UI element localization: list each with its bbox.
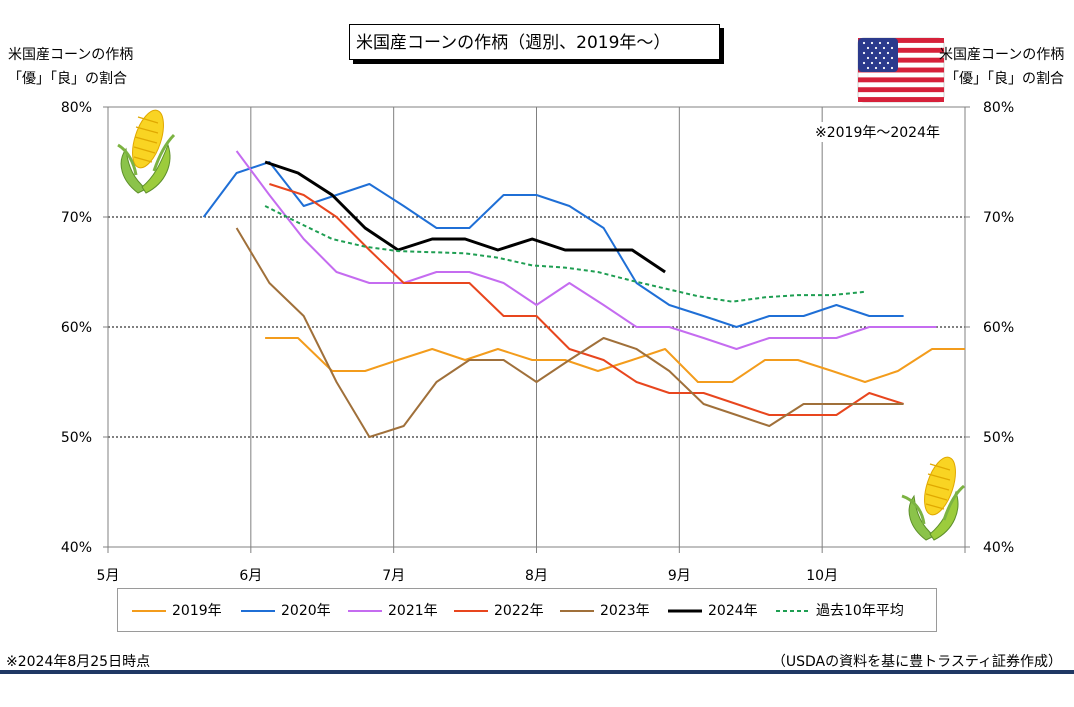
y-tick-label-right: 40% (983, 540, 1014, 556)
flag-stripe (858, 38, 944, 43)
x-tick-label: 6月 (239, 568, 262, 584)
legend-label: 2024年 (708, 603, 758, 619)
x-tick-label: 9月 (668, 568, 691, 584)
x-tick-label: 7月 (382, 568, 405, 584)
us-flag-icon (857, 37, 945, 103)
series-line-2023 (235, 227, 904, 438)
series-line-2024 (264, 160, 666, 274)
flag-stripe (858, 97, 944, 102)
chart-annotation: ※2019年～2024年 (815, 122, 940, 142)
y-tick-label-left: 70% (61, 210, 92, 226)
y-tick-label-right: 60% (983, 320, 1014, 336)
right-axis-title-line2: 「優」「良」の割合 (945, 71, 1064, 87)
x-tick-label: 5月 (97, 568, 120, 584)
legend-label: 2019年 (172, 603, 222, 619)
series-line-2019 (265, 337, 965, 383)
y-tick-label-left: 60% (61, 320, 92, 336)
left-axis-title-line2: 「優」「良」の割合 (8, 71, 127, 87)
legend-label: 過去10年平均 (816, 603, 904, 619)
series-line-2022 (269, 183, 904, 416)
flag-stripe (858, 77, 944, 83)
footnote-left: ※2024年8月25日時点 (6, 654, 151, 670)
legend-label: 2020年 (281, 603, 331, 619)
y-tick-label-right: 70% (983, 210, 1014, 226)
footnote-right: （USDAの資料を基に豊トラスティ証券作成） (771, 654, 1062, 670)
x-tick-label: 10月 (806, 568, 838, 584)
series-line-2020 (202, 161, 904, 328)
legend-label: 2021年 (388, 603, 438, 619)
legend: 2019年 2020年 2021年 2022年 2023年 2024年 過去10… (117, 588, 937, 632)
y-tick-label-right: 50% (983, 430, 1014, 446)
y-tick-label-left: 50% (61, 430, 92, 446)
flag-stripe (858, 57, 944, 63)
corn-icon (117, 109, 176, 194)
y-tick-label-right: 80% (983, 100, 1014, 116)
chart-title: 米国産コーンの作柄（週別、2019年～） (349, 24, 720, 60)
grid-layer (108, 107, 965, 547)
series-line-2021 (235, 150, 937, 350)
flag-stripe (858, 87, 944, 93)
y-tick-label-left: 80% (61, 100, 92, 116)
axis-layer: 5月 6月 7月 8月 9月 10月 40% 40% 50% 50% 60% 60% 70% 70% 80%… (61, 100, 1014, 584)
right-axis-title-line1: 米国産コーンの作柄 (939, 47, 1065, 63)
y-tick-label-left: 40% (61, 540, 92, 556)
series-layer (202, 150, 965, 438)
legend-label: 2022年 (494, 603, 544, 619)
legend-label: 2023年 (600, 603, 650, 619)
flag-stripe (858, 47, 944, 53)
corn-icon (901, 456, 965, 541)
x-tick-label: 8月 (525, 568, 548, 584)
series-line-avg10 (264, 205, 866, 303)
flag-stripe (858, 67, 944, 73)
footer-line (0, 670, 1074, 674)
left-axis-title-line1: 米国産コーンの作柄 (8, 47, 134, 63)
